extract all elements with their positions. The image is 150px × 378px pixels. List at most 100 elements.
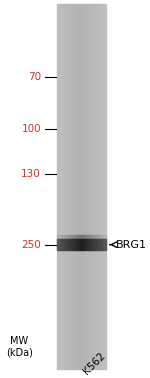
Text: K562: K562	[81, 350, 107, 376]
Bar	[84, 235, 85, 239]
Bar	[60, 5, 61, 369]
Bar	[105, 5, 106, 369]
Bar	[90, 235, 91, 239]
Bar	[100, 239, 101, 250]
Bar	[62, 5, 63, 369]
Bar	[97, 235, 98, 239]
Bar	[104, 235, 105, 239]
Bar	[105, 235, 106, 239]
Bar	[67, 235, 68, 239]
Bar	[103, 235, 104, 239]
Bar	[58, 5, 59, 369]
Bar	[58, 235, 59, 239]
Bar	[78, 5, 79, 369]
Bar	[59, 235, 60, 239]
Bar	[96, 235, 97, 239]
Bar	[105, 239, 106, 250]
Bar	[97, 239, 98, 250]
Bar	[94, 239, 95, 250]
Bar	[85, 239, 86, 250]
Bar	[100, 5, 101, 369]
Bar	[81, 239, 82, 250]
Bar	[72, 5, 73, 369]
Bar	[61, 239, 62, 250]
Bar	[76, 235, 77, 239]
Bar	[99, 239, 100, 250]
Bar	[74, 239, 75, 250]
Bar	[70, 5, 71, 369]
Bar	[76, 239, 77, 250]
Bar	[89, 5, 90, 369]
Bar	[80, 5, 81, 369]
Bar	[101, 5, 102, 369]
Bar	[64, 239, 65, 250]
Bar	[92, 5, 93, 369]
Bar	[81, 235, 82, 239]
Bar	[65, 239, 66, 250]
Bar	[104, 239, 105, 250]
Bar	[91, 5, 92, 369]
Bar	[64, 5, 65, 369]
Bar	[85, 235, 86, 239]
Bar	[87, 235, 88, 239]
Bar	[71, 239, 72, 250]
Bar	[66, 5, 67, 369]
Bar	[103, 5, 104, 369]
Bar	[77, 235, 78, 239]
Bar	[63, 235, 64, 239]
Bar	[83, 239, 84, 250]
Bar	[100, 235, 101, 239]
Bar	[78, 239, 79, 250]
Bar	[92, 239, 93, 250]
Bar	[88, 239, 89, 250]
Bar	[70, 235, 71, 239]
Bar	[104, 5, 105, 369]
Bar	[72, 235, 73, 239]
Bar	[96, 239, 97, 250]
Bar	[90, 239, 91, 250]
Bar	[87, 5, 88, 369]
Bar	[103, 239, 104, 250]
Bar	[96, 5, 97, 369]
Bar	[62, 235, 63, 239]
Bar	[63, 5, 64, 369]
Bar	[64, 235, 65, 239]
Bar	[88, 5, 89, 369]
Bar	[85, 5, 86, 369]
Bar	[89, 235, 90, 239]
Bar	[95, 5, 96, 369]
Bar	[83, 5, 84, 369]
Bar	[91, 239, 92, 250]
Bar	[76, 5, 77, 369]
Bar	[69, 239, 70, 250]
Bar	[99, 235, 100, 239]
Bar	[82, 239, 83, 250]
Bar	[59, 5, 60, 369]
Bar	[60, 239, 61, 250]
Bar	[58, 239, 59, 250]
Bar	[99, 5, 100, 369]
Text: 100: 100	[21, 124, 41, 134]
Bar	[67, 239, 68, 250]
Bar	[70, 239, 71, 250]
Bar	[59, 239, 60, 250]
Bar	[89, 239, 90, 250]
Bar	[86, 239, 87, 250]
Bar	[75, 239, 76, 250]
Bar	[95, 235, 96, 239]
Bar	[92, 235, 93, 239]
Bar	[78, 235, 79, 239]
Text: 70: 70	[28, 72, 41, 82]
Bar	[71, 235, 72, 239]
Bar	[102, 5, 103, 369]
Bar	[86, 5, 87, 369]
Bar	[75, 5, 76, 369]
Bar	[90, 5, 91, 369]
Text: 130: 130	[21, 169, 41, 179]
Bar	[80, 235, 81, 239]
Text: BRG1: BRG1	[116, 240, 147, 249]
Bar	[93, 5, 94, 369]
Bar	[79, 5, 80, 369]
Bar	[62, 239, 63, 250]
Bar	[94, 235, 95, 239]
